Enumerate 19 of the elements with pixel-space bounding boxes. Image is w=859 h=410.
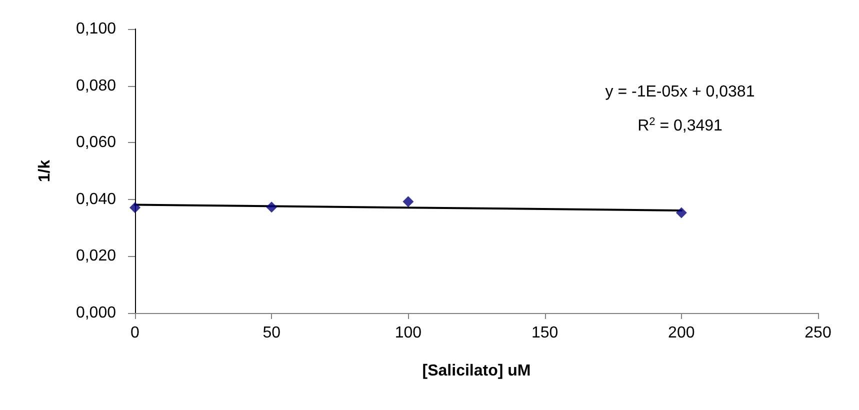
point: [402, 196, 414, 208]
x-tick-label: 100: [394, 324, 422, 342]
x-tick-label: 50: [262, 324, 281, 342]
point: [130, 202, 140, 214]
y-tick-label: 0,060: [76, 134, 116, 152]
x-tick-label: 250: [804, 324, 832, 342]
point: [676, 207, 687, 218]
y-tick-label: 0,000: [76, 304, 116, 322]
y-axis-title: 1/k: [36, 160, 54, 182]
x-axis-title: [Salicilato] uM: [422, 362, 531, 380]
x-tick-label: 200: [668, 324, 695, 342]
y-tick-label: 0,020: [76, 248, 116, 265]
point: [266, 202, 278, 213]
y-tick-label: 0,040: [76, 190, 116, 208]
x-tick-label: 150: [531, 324, 558, 342]
annotation: y = -1E-05x + 0,0381: [605, 84, 755, 100]
y-tick-label: 0,080: [76, 77, 116, 94]
y-tick-label: 0,100: [76, 20, 116, 38]
x-tick-label: 0: [130, 324, 140, 342]
